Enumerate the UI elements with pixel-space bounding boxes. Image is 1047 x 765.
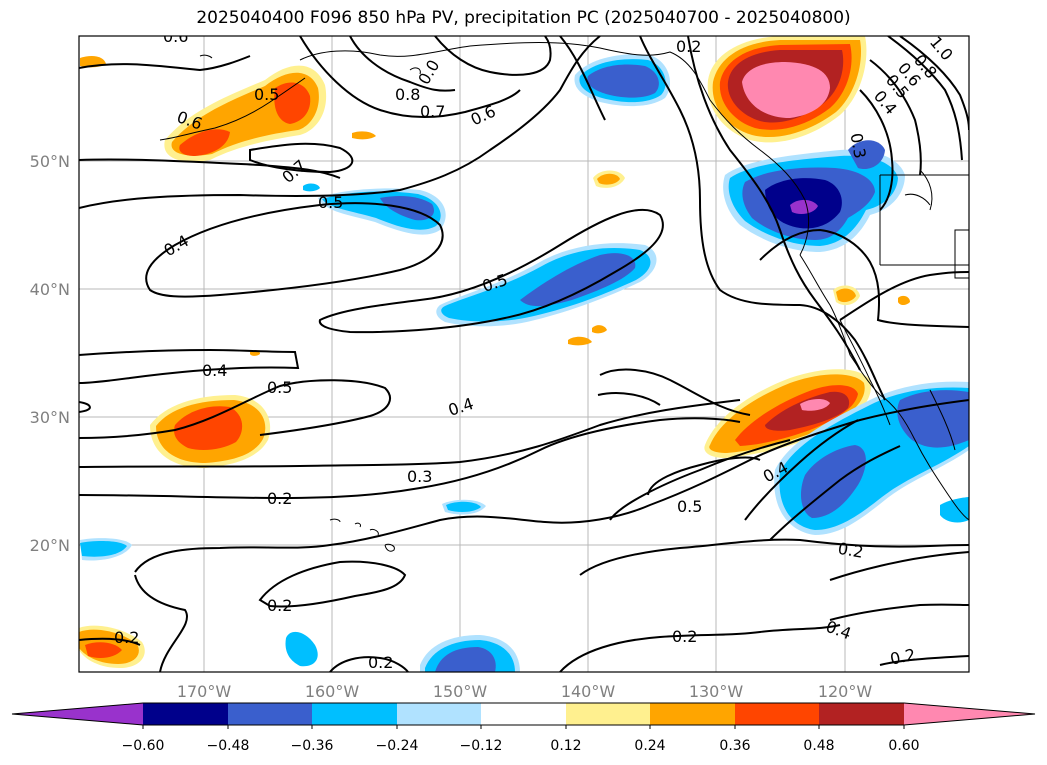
contour-label: 0.2 xyxy=(836,539,864,562)
lon-label-120w: 120°W xyxy=(818,682,873,701)
contour-label: 0.6 xyxy=(163,27,188,46)
colorbar-bin xyxy=(312,703,397,725)
lat-label-30n: 30°N xyxy=(30,408,70,427)
contour-label: 0.5 xyxy=(677,497,702,516)
colorbar-bin xyxy=(650,703,735,725)
colorbar-tick: 0.60 xyxy=(888,738,919,754)
contour-label: 0.5 xyxy=(267,378,292,397)
contour-label: 0.7 xyxy=(420,102,445,121)
lat-axis-labels: 50°N 40°N 30°N 20°N xyxy=(30,152,70,555)
colorbar-bin xyxy=(735,703,819,725)
contour-label: 0.5 xyxy=(254,85,279,104)
contour-label: 0.3 xyxy=(847,132,870,160)
contour-label: 0.2 xyxy=(267,489,292,508)
colorbar-bin xyxy=(397,703,481,725)
colorbar-extend-max xyxy=(904,703,1035,725)
map-border xyxy=(78,35,970,673)
contour-label: 0.2 xyxy=(888,645,917,669)
colorbar-bin xyxy=(481,703,566,725)
colorbar-tick: 0.48 xyxy=(803,738,834,754)
lon-axis-labels: 170°W 160°W 150°W 140°W 130°W 120°W xyxy=(177,682,873,701)
lat-label-20n: 20°N xyxy=(30,536,70,555)
colorbar-tick: 0.36 xyxy=(719,738,750,754)
map-title: 2025040400 F096 850 hPa PV, precipitatio… xyxy=(196,8,851,28)
colorbar-tick: −0.24 xyxy=(376,738,419,754)
colorbar: −0.60 −0.48 −0.36 −0.24 −0.12 0.12 0.24 … xyxy=(11,702,1036,754)
colorbar-bin xyxy=(819,703,904,725)
lon-label-130w: 130°W xyxy=(689,682,744,701)
colorbar-tick: −0.12 xyxy=(460,738,503,754)
colorbar-tick: −0.48 xyxy=(207,738,250,754)
colorbar-bin xyxy=(143,703,228,725)
contour-label: 0.3 xyxy=(407,467,432,486)
lon-label-170w: 170°W xyxy=(177,682,232,701)
contour-label: 0.5 xyxy=(318,193,343,212)
colorbar-bin xyxy=(566,703,650,725)
contour-label: 0.2 xyxy=(368,653,393,672)
lon-label-160w: 160°W xyxy=(305,682,360,701)
colorbar-tick: −0.60 xyxy=(122,738,165,754)
lat-label-40n: 40°N xyxy=(30,280,70,299)
colorbar-tick: 0.12 xyxy=(550,738,581,754)
lon-label-150w: 150°W xyxy=(433,682,488,701)
contour-label: 0.2 xyxy=(114,628,139,647)
contour-label: 0.2 xyxy=(267,596,292,615)
lat-label-50n: 50°N xyxy=(30,152,70,171)
colorbar-tick: −0.36 xyxy=(291,738,334,754)
contour-label: 0.8 xyxy=(395,85,420,104)
coastlines xyxy=(159,42,969,552)
contour-label: 0.4 xyxy=(202,361,227,380)
contour-label: 0.2 xyxy=(676,37,701,56)
precipitation-shading xyxy=(79,36,969,672)
contour-label: 0.2 xyxy=(672,627,697,646)
lon-label-140w: 140°W xyxy=(561,682,616,701)
colorbar-bin xyxy=(228,703,312,725)
colorbar-extend-min xyxy=(12,703,143,725)
colorbar-tick: 0.24 xyxy=(634,738,665,754)
pv-contours xyxy=(79,36,969,672)
